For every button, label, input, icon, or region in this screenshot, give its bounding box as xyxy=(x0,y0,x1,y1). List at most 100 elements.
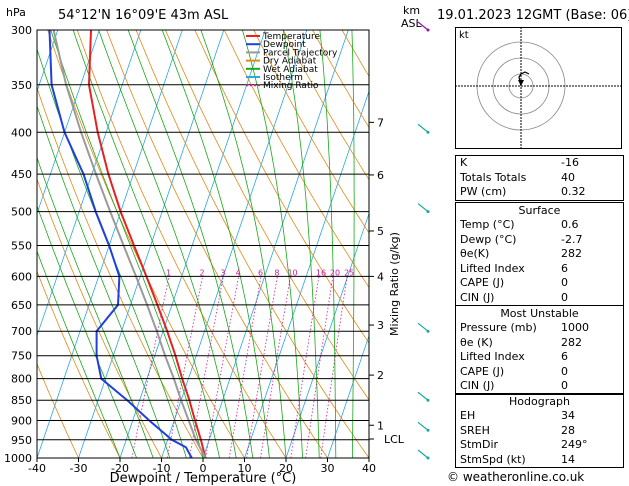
wind-barb-dot xyxy=(426,329,430,333)
pressure-tick-label: 1000 xyxy=(4,452,32,465)
mixing-ratio-tick-label: 2 xyxy=(200,268,205,277)
x-tick-label: 40 xyxy=(362,462,376,475)
dry-adiabat-line xyxy=(194,30,369,344)
x-tick-label: 10 xyxy=(238,462,252,475)
km-tick-label: 1 xyxy=(377,419,384,432)
wind-barb xyxy=(417,449,429,459)
dry-adiabat-line xyxy=(37,362,79,458)
pressure-tick-label: 600 xyxy=(11,270,32,283)
km-tick-label: 7 xyxy=(377,116,384,129)
legend-label: Isotherm xyxy=(263,73,303,83)
pressure-tick-label: 950 xyxy=(11,434,32,447)
dry-adiabat-line xyxy=(37,86,204,458)
legend-label: Mixing Ratio xyxy=(263,81,319,91)
pressure-tick-label: 350 xyxy=(11,79,32,92)
unstable-row: Pressure (mb) 1000 xyxy=(460,321,589,334)
x-tick-label: 30 xyxy=(321,462,335,475)
wind-barb-dot xyxy=(426,210,430,214)
mixing-ratio-axis-label: Mixing Ratio (g/kg) xyxy=(388,232,401,336)
wind-barb xyxy=(417,391,429,401)
pressure-tick-label: 450 xyxy=(11,168,32,181)
hodograph-table: Hodograph EH 34 SREH 28 StmDir 249° StmSpd … xyxy=(455,393,624,468)
mixing-ratio-line xyxy=(305,276,334,458)
wet-adiabat-line xyxy=(282,30,320,458)
pressure-tick-label: 500 xyxy=(11,206,32,219)
unstable-row: CAPE (J) 0 xyxy=(460,364,568,378)
x-axis-label: Dewpoint / Temperature (°C) xyxy=(110,471,297,486)
mixing-ratio-tick-label: 25 xyxy=(344,268,354,277)
pressure-tick-label: 400 xyxy=(11,126,32,139)
pressure-tick-label: 850 xyxy=(11,394,32,407)
pressure-tick-label: 750 xyxy=(11,350,32,363)
legend-label: Dry Adiabat xyxy=(263,57,317,67)
pressure-tick-label: 650 xyxy=(11,299,32,312)
mixing-ratio-tick-label: 10 xyxy=(287,268,297,277)
hodograph-row: SREH 28 xyxy=(460,423,575,437)
km-label: km xyxy=(403,4,421,17)
hpa-label: hPa xyxy=(6,6,26,19)
unstable-row: θe (K) 282 xyxy=(460,335,582,349)
lcl-label: LCL xyxy=(384,433,405,446)
wind-barb xyxy=(417,322,429,332)
wet-adiabat-line xyxy=(242,30,303,458)
wind-barb xyxy=(417,421,429,431)
isotherm-line xyxy=(285,212,369,458)
km-tick-label: 6 xyxy=(377,169,384,182)
mixing-ratio-line xyxy=(260,276,291,458)
surface-row: Temp (°C) 0.6 xyxy=(460,218,579,231)
wind-barb-dot xyxy=(426,456,430,460)
dry-adiabat-line xyxy=(135,30,369,458)
surface-row: CAPE (J) 0 xyxy=(460,276,568,289)
km-tick-label: 5 xyxy=(377,225,384,238)
x-tick-label: 20 xyxy=(279,462,293,475)
storm-motion-marker xyxy=(518,80,524,86)
hodograph-row: StmSpd (kt) 14 xyxy=(460,452,575,466)
wet-adiabat-line xyxy=(50,30,204,458)
x-tick-label: -10 xyxy=(153,462,171,475)
surface-row: Dewp (°C) -2.7 xyxy=(460,232,583,246)
wet-adiabat-line xyxy=(72,30,220,458)
wind-barb xyxy=(417,123,429,133)
legend-label: Temperature xyxy=(262,32,320,42)
surface-row: θe(K) 282 xyxy=(460,247,582,260)
isotherm-line xyxy=(37,30,100,215)
mixing-ratio-line xyxy=(246,276,278,458)
dry-adiabat-line xyxy=(282,30,369,181)
isotherm-line xyxy=(78,30,225,458)
dry-adiabat-line xyxy=(253,30,369,234)
plot-frame xyxy=(36,29,370,459)
mixing-ratio-tick-label: 1 xyxy=(166,268,171,277)
asl-label: ASL xyxy=(401,17,422,30)
wind-barb-dot xyxy=(426,428,430,432)
index-row-pw: PW (cm) 0.32 xyxy=(460,185,586,198)
mixing-ratio-line xyxy=(290,276,320,458)
isotherm-line xyxy=(119,30,266,458)
surface-row: Lifted Index 6 xyxy=(460,261,568,275)
pressure-tick-label: 800 xyxy=(11,373,32,386)
index-row-totals: Totals Totals 40 xyxy=(460,170,575,184)
wet-adiabat-line xyxy=(319,30,337,458)
mixing-ratio-tick-label: 6 xyxy=(258,268,263,277)
legend-label: Dewpoint xyxy=(263,40,306,50)
wind-barb xyxy=(417,21,429,31)
dry-adiabat-line xyxy=(223,30,369,289)
legend-label: Parcel Trajectory xyxy=(263,48,338,58)
x-tick-label: 0 xyxy=(200,462,207,475)
legend-label: Wet Adiabat xyxy=(263,65,318,75)
most-unstable-title: Most Unstable xyxy=(500,307,579,320)
unstable-row: CIN (J) 0 xyxy=(460,379,568,392)
km-tick-label: 2 xyxy=(377,369,384,382)
wet-adiabat-line xyxy=(368,439,369,458)
unstable-row: Lifted Index 6 xyxy=(460,350,568,363)
km-tick-label: 4 xyxy=(377,270,384,283)
surface-row: CIN (J) 0 xyxy=(460,290,568,304)
mixing-ratio-tick-label: 16 xyxy=(316,268,326,277)
most-unstable-table: Most Unstable Pressure (mb) 1000 θe (K) 28… xyxy=(455,305,624,395)
wind-barb-dot xyxy=(426,398,430,402)
wind-barb-dot xyxy=(426,28,430,32)
mixing-ratio-tick-label: 20 xyxy=(330,268,340,277)
mixing-ratio-line xyxy=(228,276,262,458)
wet-adiabat-line xyxy=(351,30,355,458)
series-dewpoint xyxy=(48,30,193,458)
